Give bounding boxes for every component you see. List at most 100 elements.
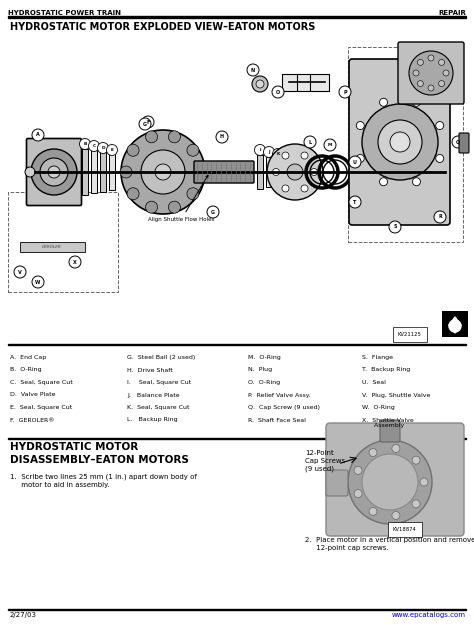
Circle shape	[354, 466, 362, 475]
Circle shape	[142, 116, 154, 128]
Bar	[100, 152, 106, 192]
Circle shape	[98, 142, 109, 154]
Text: J.   Balance Plate: J. Balance Plate	[127, 392, 180, 398]
Circle shape	[287, 164, 303, 180]
Text: O.  O-Ring: O. O-Ring	[248, 380, 280, 385]
Text: D: D	[101, 146, 105, 150]
Circle shape	[389, 221, 401, 233]
Circle shape	[187, 188, 199, 200]
Circle shape	[107, 145, 118, 155]
FancyBboxPatch shape	[326, 423, 464, 536]
Text: S: S	[393, 224, 397, 229]
Text: X.  Shuttle Valve
      Assembly: X. Shuttle Valve Assembly	[362, 418, 414, 428]
Text: GEROLER: GEROLER	[42, 245, 62, 249]
Text: J: J	[268, 150, 270, 154]
Text: I: I	[259, 148, 261, 152]
Circle shape	[141, 150, 185, 194]
Text: R.  Shaft Face Seal: R. Shaft Face Seal	[248, 418, 306, 423]
Bar	[109, 153, 115, 190]
FancyBboxPatch shape	[442, 311, 468, 337]
Text: G: G	[143, 121, 147, 126]
Circle shape	[255, 145, 265, 155]
Text: Q.  Cap Screw (9 used): Q. Cap Screw (9 used)	[248, 405, 320, 410]
Text: HYDROSTATIC MOTOR EXPLODED VIEW–EATON MOTORS: HYDROSTATIC MOTOR EXPLODED VIEW–EATON MO…	[10, 22, 315, 32]
Circle shape	[339, 86, 351, 98]
Text: C.  Seal, Square Cut: C. Seal, Square Cut	[10, 380, 73, 385]
Circle shape	[438, 81, 445, 87]
Text: M: M	[328, 143, 332, 147]
Text: Align Shuttle Flow Holes: Align Shuttle Flow Holes	[148, 175, 214, 222]
Circle shape	[362, 454, 418, 510]
Circle shape	[392, 511, 400, 520]
Circle shape	[436, 154, 444, 162]
Text: V: V	[18, 269, 22, 274]
Text: B.  O-Ring: B. O-Ring	[10, 367, 42, 372]
Circle shape	[264, 147, 274, 157]
Circle shape	[310, 169, 318, 176]
Text: 1.  Scribe two lines 25 mm (1 in.) apart down body of
     motor to aid in assem: 1. Scribe two lines 25 mm (1 in.) apart …	[10, 473, 197, 487]
Circle shape	[272, 86, 284, 98]
Text: F.  GEROLER®: F. GEROLER®	[10, 418, 55, 423]
Circle shape	[146, 201, 157, 213]
Circle shape	[380, 178, 388, 186]
Text: W.  O-Ring: W. O-Ring	[362, 405, 395, 410]
Text: P: P	[343, 90, 347, 95]
Circle shape	[252, 76, 268, 92]
Circle shape	[282, 152, 289, 159]
Text: H.  Drive Shaft: H. Drive Shaft	[127, 367, 173, 372]
Text: U.  Seal: U. Seal	[362, 380, 386, 385]
Text: O: O	[276, 90, 280, 95]
Circle shape	[247, 64, 259, 76]
Text: D.  Valve Plate: D. Valve Plate	[10, 392, 55, 398]
Text: T.  Backup Ring: T. Backup Ring	[362, 367, 410, 372]
FancyBboxPatch shape	[27, 138, 82, 205]
FancyBboxPatch shape	[283, 73, 329, 90]
Circle shape	[409, 51, 453, 95]
Circle shape	[392, 444, 400, 453]
Circle shape	[449, 320, 461, 332]
Text: I.    Seal, Square Cut: I. Seal, Square Cut	[127, 380, 191, 385]
Bar	[8, 437, 466, 439]
Bar	[8, 609, 466, 610]
Circle shape	[168, 131, 181, 143]
Polygon shape	[20, 242, 85, 252]
Circle shape	[436, 121, 444, 130]
Text: KV18874: KV18874	[393, 527, 417, 532]
Text: X: X	[73, 260, 77, 265]
FancyBboxPatch shape	[349, 59, 450, 225]
Text: K.  Seal, Square Cut: K. Seal, Square Cut	[127, 405, 190, 410]
Circle shape	[216, 131, 228, 143]
Text: K: K	[276, 152, 280, 156]
Circle shape	[32, 276, 44, 288]
Circle shape	[139, 118, 151, 130]
Circle shape	[121, 130, 205, 214]
Circle shape	[146, 131, 157, 143]
Text: G.  Steel Ball (2 used): G. Steel Ball (2 used)	[127, 355, 195, 360]
Circle shape	[428, 85, 434, 91]
Circle shape	[354, 490, 362, 497]
Circle shape	[69, 256, 81, 268]
Text: H: H	[220, 135, 224, 140]
Circle shape	[273, 149, 283, 159]
Circle shape	[127, 144, 139, 156]
Circle shape	[187, 144, 199, 156]
Circle shape	[356, 121, 365, 130]
Circle shape	[273, 169, 280, 176]
FancyBboxPatch shape	[326, 470, 348, 496]
Text: U: U	[353, 159, 357, 164]
Circle shape	[420, 478, 428, 486]
Text: N: N	[251, 68, 255, 73]
Circle shape	[31, 149, 77, 195]
Polygon shape	[449, 317, 461, 333]
Circle shape	[452, 136, 464, 148]
FancyBboxPatch shape	[194, 161, 254, 183]
Circle shape	[282, 185, 289, 192]
Text: B: B	[83, 142, 87, 146]
Circle shape	[428, 55, 434, 61]
Circle shape	[390, 132, 410, 152]
Bar	[91, 150, 97, 193]
Bar	[257, 155, 263, 189]
Bar	[8, 16, 466, 18]
Text: REPAIR: REPAIR	[438, 10, 466, 16]
Text: A.  End Cap: A. End Cap	[10, 355, 46, 360]
